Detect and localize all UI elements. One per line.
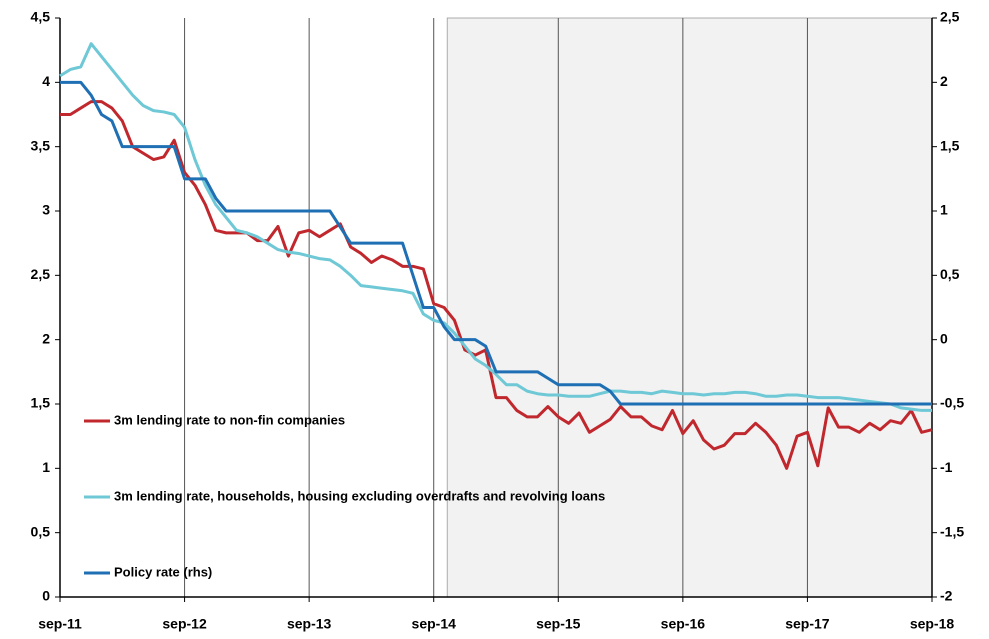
- series-line: [60, 80, 932, 406]
- x-tick-label: sep-17: [785, 616, 830, 632]
- legend-label: Policy rate (rhs): [114, 564, 212, 579]
- y2-tick-label: -1: [940, 459, 953, 475]
- y-tick-label: 0,5: [31, 523, 51, 539]
- shaded-region: [446, 17, 933, 598]
- y-tick-label: 4,5: [31, 9, 51, 25]
- y-tick-label: 3,5: [31, 137, 51, 153]
- y2-tick-label: -0,5: [940, 395, 964, 411]
- y2-tick-label: -1,5: [940, 523, 964, 539]
- x-tick-label: sep-14: [412, 616, 457, 632]
- y2-tick-label: 0,5: [940, 266, 960, 282]
- legend-label: 3m lending rate to non-fin companies: [114, 412, 345, 427]
- x-tick-label: sep-12: [162, 616, 207, 632]
- series-line: [60, 100, 933, 470]
- series-line: [59, 42, 932, 412]
- x-tick-label: sep-13: [287, 616, 332, 632]
- y2-tick-label: -2: [940, 588, 953, 604]
- y-tick-label: 1,5: [31, 395, 51, 411]
- y2-tick-label: 0: [940, 330, 948, 346]
- y-tick-label: 0: [42, 588, 50, 604]
- y-tick-label: 2: [42, 330, 50, 346]
- x-tick-label: sep-11: [38, 616, 82, 632]
- y-tick-label: 1: [42, 459, 50, 475]
- x-tick-label: sep-15: [536, 616, 581, 632]
- legend-label: 3m lending rate, households, housing exc…: [114, 488, 605, 503]
- y2-tick-label: 1,5: [940, 137, 960, 153]
- y2-tick-label: 1: [940, 202, 948, 218]
- x-tick-label: sep-18: [910, 616, 955, 632]
- x-tick-label: sep-16: [661, 616, 706, 632]
- y-tick-label: 3: [42, 202, 50, 218]
- y-tick-label: 4: [42, 73, 50, 89]
- y2-tick-label: 2: [940, 73, 948, 89]
- y2-tick-label: 2,5: [940, 9, 960, 25]
- y-tick-label: 2,5: [31, 266, 51, 282]
